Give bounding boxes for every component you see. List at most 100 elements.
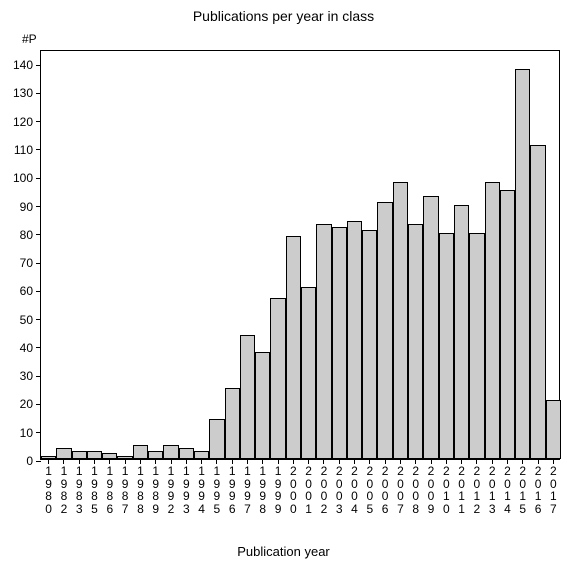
ytick-line — [36, 93, 41, 94]
bar — [546, 400, 561, 459]
ytick-line — [36, 432, 41, 433]
bar — [56, 448, 71, 459]
ytick-line — [36, 263, 41, 264]
ytick-line — [36, 404, 41, 405]
xtick-label: 2010 — [441, 465, 451, 515]
xaxis-label: Publication year — [0, 544, 567, 559]
xtick-label: 2015 — [518, 465, 528, 515]
ytick-label: 80 — [20, 228, 33, 242]
bar — [423, 196, 438, 459]
ytick-line — [36, 121, 41, 122]
bar — [72, 451, 87, 459]
ytick-label: 100 — [13, 171, 33, 185]
xtick-label: 2014 — [502, 465, 512, 515]
xtick-label: 1992 — [166, 465, 176, 515]
ytick-label: 50 — [20, 313, 33, 327]
xtick-label: 1999 — [273, 465, 283, 515]
ytick-label: 10 — [20, 426, 33, 440]
bar — [377, 202, 392, 459]
chart-container: Publications per year in class #P 010203… — [0, 0, 567, 567]
bar — [515, 69, 530, 459]
bar — [454, 205, 469, 459]
ytick-label: 130 — [13, 86, 33, 100]
ytick-label: 20 — [20, 397, 33, 411]
xtick-label: 2007 — [395, 465, 405, 515]
bar — [530, 145, 545, 459]
xtick-label: 2006 — [380, 465, 390, 515]
xtick-label: 2004 — [350, 465, 360, 515]
bar — [194, 451, 209, 459]
xtick-label: 2017 — [548, 465, 558, 515]
xtick-label: 1987 — [120, 465, 130, 515]
ytick-label: 30 — [20, 369, 33, 383]
chart-title: Publications per year in class — [0, 8, 567, 24]
bar — [270, 298, 285, 459]
xtick-label: 1983 — [74, 465, 84, 515]
xtick-label: 1986 — [105, 465, 115, 515]
bar — [393, 182, 408, 459]
bar — [408, 224, 423, 459]
ytick-label: 0 — [26, 454, 33, 468]
plot-area: 0102030405060708090100110120130140198019… — [40, 50, 560, 460]
xtick-label: 2008 — [411, 465, 421, 515]
ytick-label: 110 — [14, 143, 33, 157]
bar — [209, 419, 224, 459]
bar — [362, 230, 377, 459]
ytick-line — [36, 149, 41, 150]
xtick-label: 2011 — [457, 465, 467, 515]
xtick-label: 1985 — [90, 465, 100, 515]
ytick-label: 120 — [13, 115, 33, 129]
xtick-label: 2000 — [288, 465, 298, 515]
ytick-line — [36, 234, 41, 235]
xtick-label: 2002 — [319, 465, 329, 515]
bar — [332, 227, 347, 459]
xtick-label: 2003 — [334, 465, 344, 515]
bar — [148, 451, 163, 459]
bar — [469, 233, 484, 459]
ytick-label: 90 — [20, 200, 33, 214]
ytick-line — [36, 291, 41, 292]
xtick-label: 1982 — [59, 465, 69, 515]
bar — [225, 388, 240, 459]
bar — [286, 236, 301, 459]
xtick-label: 2013 — [487, 465, 497, 515]
bar — [316, 224, 331, 459]
bar — [87, 451, 102, 459]
xtick-label: 1996 — [227, 465, 237, 515]
xtick-label: 2001 — [304, 465, 314, 515]
xtick-label: 1988 — [135, 465, 145, 515]
bar — [301, 287, 316, 459]
bar — [485, 182, 500, 459]
ytick-line — [36, 178, 41, 179]
bar — [500, 190, 515, 459]
xtick-label: 1995 — [212, 465, 222, 515]
ytick-line — [36, 461, 41, 462]
xtick-label: 1989 — [151, 465, 161, 515]
xtick-label: 2012 — [472, 465, 482, 515]
ytick-line — [36, 347, 41, 348]
ytick-line — [36, 319, 41, 320]
bar — [240, 335, 255, 459]
ytick-label: 60 — [20, 284, 33, 298]
ytick-line — [36, 206, 41, 207]
xtick-label: 2009 — [426, 465, 436, 515]
ytick-label: 40 — [20, 341, 33, 355]
xtick-label: 2016 — [533, 465, 543, 515]
bar — [163, 445, 178, 459]
ytick-label: 140 — [13, 58, 33, 72]
bar — [133, 445, 148, 459]
ytick-line — [36, 376, 41, 377]
xtick-label: 1998 — [258, 465, 268, 515]
bar — [255, 352, 270, 459]
bar — [347, 221, 362, 459]
yaxis-label: #P — [22, 32, 37, 46]
ytick-line — [36, 65, 41, 66]
bar — [439, 233, 454, 459]
xtick-label: 1994 — [197, 465, 207, 515]
xtick-label: 1993 — [181, 465, 191, 515]
xtick-label: 2005 — [365, 465, 375, 515]
ytick-label: 70 — [20, 256, 33, 270]
xtick-label: 1980 — [44, 465, 54, 515]
bar — [179, 448, 194, 459]
xtick-label: 1997 — [242, 465, 252, 515]
